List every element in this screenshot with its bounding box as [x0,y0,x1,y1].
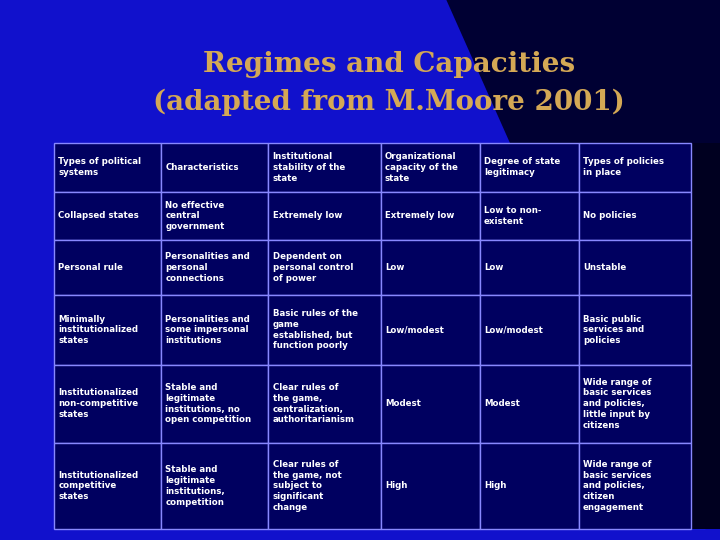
Polygon shape [590,143,720,529]
Text: Extremely low: Extremely low [272,211,342,220]
Bar [161,295,268,364]
Text: Low/modest: Low/modest [484,325,543,334]
Bar [54,295,161,364]
Text: Types of policies
in place: Types of policies in place [583,158,664,177]
Text: Personal rule: Personal rule [58,263,123,272]
Bar [480,240,579,295]
Bar [381,192,480,240]
Text: Personalities and
some impersonal
institutions: Personalities and some impersonal instit… [166,315,250,345]
Bar [54,240,161,295]
Bar [161,192,268,240]
Text: Regimes and Capacities: Regimes and Capacities [203,51,575,78]
Text: Institutionalized
competitive
states: Institutionalized competitive states [58,471,138,501]
Bar [268,295,381,364]
Text: Wide range of
basic services
and policies,
little input by
citizens: Wide range of basic services and policie… [583,377,652,430]
Text: Low: Low [484,263,503,272]
Text: Personalities and
personal
connections: Personalities and personal connections [166,252,250,283]
Text: Minimally
institutionalized
states: Minimally institutionalized states [58,315,138,345]
Text: Stable and
legitimate
institutions,
competition: Stable and legitimate institutions, comp… [166,465,225,507]
Bar [161,240,268,295]
Text: Types of political
systems: Types of political systems [58,158,141,177]
Bar [268,443,381,529]
Text: No effective
central
government: No effective central government [166,201,225,231]
Text: Institutional
stability of the
state: Institutional stability of the state [272,152,345,183]
Text: Organizational
capacity of the
state: Organizational capacity of the state [385,152,458,183]
Bar [381,240,480,295]
Bar [480,443,579,529]
Bar [54,364,161,443]
Bar [161,143,268,192]
Text: Low: Low [385,263,405,272]
Text: High: High [385,482,408,490]
Text: Clear rules of
the game,
centralization,
authoritarianism: Clear rules of the game, centralization,… [272,383,354,424]
Bar [579,240,691,295]
Text: Basic public
services and
policies: Basic public services and policies [583,315,644,345]
Bar [579,364,691,443]
Text: Unstable: Unstable [583,263,626,272]
Text: Low/modest: Low/modest [385,325,444,334]
Text: Stable and
legitimate
institutions, no
open competition: Stable and legitimate institutions, no o… [166,383,251,424]
Bar [579,295,691,364]
Bar [268,364,381,443]
Text: Dependent on
personal control
of power: Dependent on personal control of power [272,252,353,283]
Bar [480,192,579,240]
Bar [381,364,480,443]
Bar [480,143,579,192]
Text: Characteristics: Characteristics [166,163,239,172]
Polygon shape [446,0,720,243]
Text: Basic rules of the
game
established, but
function poorly: Basic rules of the game established, but… [272,309,358,350]
Bar [579,192,691,240]
Text: No policies: No policies [583,211,636,220]
Bar [268,240,381,295]
Text: Clear rules of
the game, not
subject to
significant
change: Clear rules of the game, not subject to … [272,460,341,512]
Bar [54,192,161,240]
Polygon shape [418,143,706,529]
Bar [579,143,691,192]
Bar [268,192,381,240]
Text: High: High [484,482,506,490]
Bar [54,143,161,192]
Text: Institutionalized
non-competitive
states: Institutionalized non-competitive states [58,388,138,419]
Text: Modest: Modest [385,399,420,408]
Text: Extremely low: Extremely low [385,211,454,220]
Bar [381,295,480,364]
Bar [268,143,381,192]
Bar [579,443,691,529]
Text: Collapsed states: Collapsed states [58,211,139,220]
Bar [480,295,579,364]
Bar [381,143,480,192]
Bar [161,364,268,443]
Bar [54,443,161,529]
Text: Modest: Modest [484,399,520,408]
Text: Low to non-
existent: Low to non- existent [484,206,541,226]
Text: (adapted from M.Moore 2001): (adapted from M.Moore 2001) [153,89,625,116]
Text: Wide range of
basic services
and policies,
citizen
engagement: Wide range of basic services and policie… [583,460,652,512]
Polygon shape [504,143,706,529]
Text: Degree of state
legitimacy: Degree of state legitimacy [484,158,560,177]
Bar [161,443,268,529]
Bar [480,364,579,443]
Bar [381,443,480,529]
